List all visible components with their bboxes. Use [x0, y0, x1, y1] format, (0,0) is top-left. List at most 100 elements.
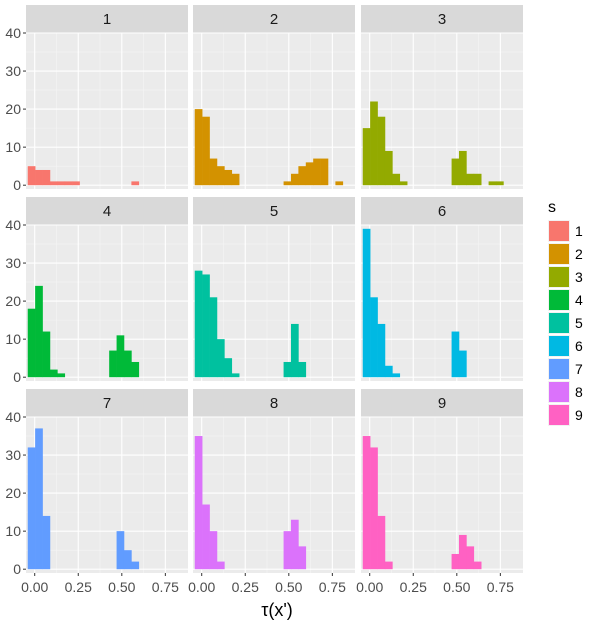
histogram-bar — [488, 181, 497, 186]
x-tick-label: 0.25 — [232, 579, 259, 595]
histogram-bar — [362, 128, 371, 186]
histogram-bar — [473, 561, 482, 570]
panel-background — [193, 33, 355, 189]
histogram-bar — [377, 323, 386, 378]
y-tick-label: 10 — [5, 523, 21, 539]
legend-label: 1 — [575, 223, 583, 239]
histogram-bar — [27, 166, 36, 186]
histogram-bar — [362, 436, 371, 570]
histogram-bar — [320, 158, 329, 186]
legend-swatch — [549, 267, 569, 287]
histogram-bar — [194, 270, 203, 378]
y-tick-label: 40 — [5, 25, 21, 41]
facet-panel-7: 7 0 10 20 30 40 0.00 0.25 0.50 0.75 — [5, 389, 188, 595]
histogram-bar — [42, 515, 51, 570]
histogram-bar — [209, 297, 218, 378]
histogram-bar — [466, 546, 475, 570]
facet-strip — [26, 5, 188, 33]
legend-label: 7 — [575, 361, 583, 377]
x-tick-label: 0.00 — [356, 579, 383, 595]
facet-strip — [361, 197, 523, 225]
histogram-bar — [57, 373, 66, 378]
facet-strip — [361, 5, 523, 33]
facet-strip-label: 6 — [438, 203, 446, 220]
histogram-bar — [283, 181, 292, 186]
histogram-bar — [42, 331, 51, 378]
histogram-bar — [451, 331, 460, 378]
histogram-bar — [209, 158, 218, 186]
histogram-bar — [392, 373, 401, 378]
histogram-bar — [123, 550, 132, 570]
histogram-bar — [27, 447, 36, 570]
histogram-bar — [72, 181, 80, 186]
histogram-bar — [399, 181, 408, 186]
histogram-bar — [116, 335, 125, 378]
x-tick-label: 0.75 — [319, 579, 346, 595]
histogram-bar — [362, 228, 371, 378]
y-tick-label: 0 — [13, 561, 21, 577]
panel-background — [26, 417, 188, 573]
facet-strip-label: 7 — [103, 395, 111, 412]
legend-label: 4 — [575, 292, 583, 308]
x-tick-label: 0.25 — [65, 579, 92, 595]
histogram-bar — [290, 173, 299, 186]
facet-strip — [193, 5, 355, 33]
histogram-bar — [131, 561, 140, 570]
legend-swatch — [549, 336, 569, 356]
y-tick-label: 0 — [13, 177, 21, 193]
histogram-bar — [131, 361, 140, 378]
histogram-bar — [123, 350, 132, 378]
x-axis-title: τ(x') — [261, 600, 293, 620]
facet-panel-2: 2 — [193, 5, 355, 189]
facet-strip-label: 8 — [270, 395, 278, 412]
legend-swatch — [549, 290, 569, 310]
histogram-bar — [27, 308, 36, 378]
legend: s 1 2 3 4 5 6 7 8 9 — [548, 199, 583, 426]
histogram-bar — [458, 350, 467, 378]
facet-panel-5: 5 — [193, 197, 355, 381]
legend-label: 3 — [575, 269, 583, 285]
histogram-bar — [109, 350, 117, 378]
histogram-bar — [384, 150, 393, 186]
panel-background — [361, 225, 523, 381]
facet-strip — [193, 389, 355, 417]
facet-strip — [193, 197, 355, 225]
histogram-bar — [370, 101, 378, 186]
histogram-bar — [298, 166, 307, 186]
histogram-bar — [35, 428, 43, 570]
histogram-bar — [473, 173, 482, 186]
histogram-bar — [451, 158, 460, 186]
histogram-bar — [384, 561, 393, 570]
facet-panel-8: 8 0.00 0.25 0.50 0.75 — [188, 389, 355, 595]
y-tick-label: 40 — [5, 409, 21, 425]
histogram-bar — [202, 274, 210, 378]
y-tick-label: 20 — [5, 293, 21, 309]
histogram-bar — [335, 181, 344, 186]
y-tick-label: 10 — [5, 139, 21, 155]
histogram-bar — [216, 561, 225, 570]
histogram-bar — [458, 150, 467, 186]
histogram-bar — [370, 447, 378, 570]
panel-background — [361, 417, 523, 573]
facet-strip — [361, 389, 523, 417]
histogram-bar — [283, 531, 292, 570]
x-tick-label: 0.50 — [443, 579, 470, 595]
panel-background — [26, 33, 188, 189]
legend-label: 2 — [575, 246, 583, 262]
histogram-bar — [216, 339, 225, 378]
histogram-bar — [458, 534, 467, 570]
panel-background — [26, 225, 188, 381]
histogram-bar — [305, 162, 314, 186]
legend-label: 5 — [575, 315, 583, 331]
histogram-bar — [298, 361, 307, 378]
histogram-bar — [290, 519, 299, 570]
histogram-bar — [216, 166, 225, 186]
histogram-bar — [194, 109, 203, 186]
histogram-bar — [35, 285, 43, 378]
x-tick-label: 0.75 — [487, 579, 514, 595]
x-tick-label: 0.50 — [108, 579, 135, 595]
x-tick-label: 0.00 — [188, 579, 215, 595]
